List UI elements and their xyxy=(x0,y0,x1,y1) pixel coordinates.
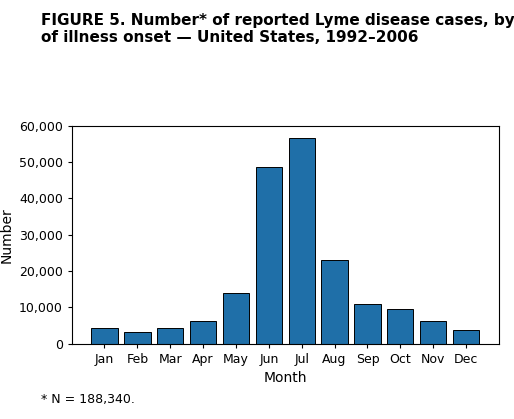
X-axis label: Month: Month xyxy=(264,371,307,385)
Bar xyxy=(223,293,249,344)
Text: FIGURE 5. Number* of reported Lyme disease cases, by month
of illness onset — Un: FIGURE 5. Number* of reported Lyme disea… xyxy=(41,13,514,45)
Bar xyxy=(124,332,151,344)
Bar xyxy=(453,330,479,344)
Bar xyxy=(387,309,413,344)
Bar xyxy=(288,138,315,344)
Y-axis label: Number: Number xyxy=(0,207,13,263)
Bar xyxy=(255,168,282,344)
Bar xyxy=(321,260,347,344)
Bar xyxy=(157,328,183,344)
Bar xyxy=(354,304,380,344)
Bar xyxy=(91,328,118,344)
Text: * N = 188,340.: * N = 188,340. xyxy=(41,393,135,406)
Bar xyxy=(420,321,446,344)
Bar xyxy=(190,321,216,344)
